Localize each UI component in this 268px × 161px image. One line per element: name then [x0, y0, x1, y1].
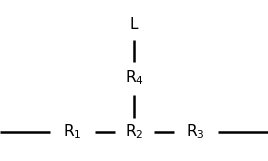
Text: $\mathdefault{R_1}$: $\mathdefault{R_1}$ [63, 123, 81, 141]
Text: $\mathdefault{R_3}$: $\mathdefault{R_3}$ [186, 123, 205, 141]
Text: $\mathdefault{R_4}$: $\mathdefault{R_4}$ [125, 68, 143, 87]
Text: L: L [130, 17, 138, 32]
Text: $\mathdefault{R_2}$: $\mathdefault{R_2}$ [125, 123, 143, 141]
